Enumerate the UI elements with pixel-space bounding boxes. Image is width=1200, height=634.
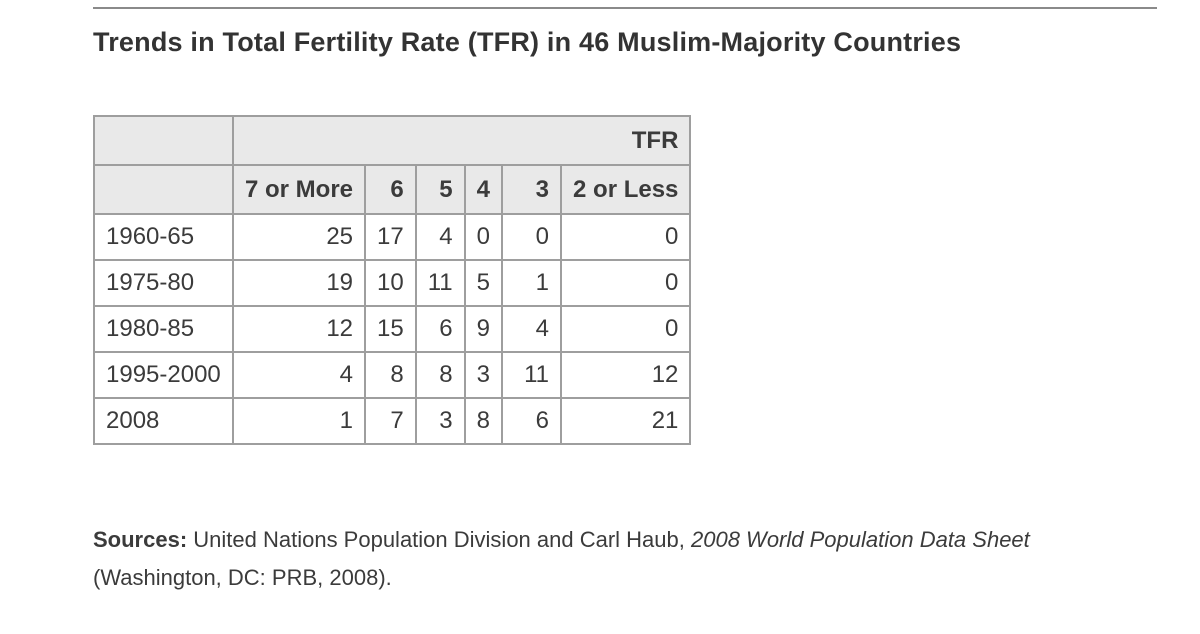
table-cell: 0 <box>501 213 563 261</box>
table-cell: 6 <box>414 305 466 353</box>
column-header: 6 <box>364 164 417 215</box>
table-cell: 4 <box>231 351 367 399</box>
table-cell: 25 <box>231 213 367 261</box>
row-label-cell: 1960-65 <box>93 213 234 261</box>
column-header: 4 <box>463 164 504 215</box>
sources-text-2: (Washington, DC: PRB, 2008). <box>93 565 392 590</box>
table-cell: 7 <box>364 397 417 445</box>
table-cell: 5 <box>463 259 504 307</box>
sources-publication-title: 2008 World Population Data Sheet <box>691 527 1030 552</box>
table-cell: 12 <box>231 305 367 353</box>
table-row: 1995-2000 4 8 8 3 11 12 <box>93 351 692 399</box>
table-cell: 8 <box>414 351 466 399</box>
sources-text-1: United Nations Population Division and C… <box>187 527 691 552</box>
table-cell: 3 <box>463 351 504 399</box>
row-label-cell: 1980-85 <box>93 305 234 353</box>
row-label-cell: 1995-2000 <box>93 351 234 399</box>
top-divider <box>93 7 1157 9</box>
corner-cell <box>93 164 234 215</box>
table-group-header-row: TFR <box>93 115 692 166</box>
table-cell: 12 <box>560 351 692 399</box>
table-cell: 17 <box>364 213 417 261</box>
table-cell: 8 <box>463 397 504 445</box>
column-header: 5 <box>414 164 466 215</box>
table-cell: 1 <box>501 259 563 307</box>
table-cell: 21 <box>560 397 692 445</box>
table-cell: 11 <box>414 259 466 307</box>
page-title: Trends in Total Fertility Rate (TFR) in … <box>93 27 962 57</box>
table-header-row: 7 or More 6 5 4 3 2 or Less <box>93 164 692 215</box>
fertility-table: TFR 7 or More 6 5 4 3 2 or Less 1960-65 … <box>93 115 692 445</box>
row-label-cell: 1975-80 <box>93 259 234 307</box>
table-cell: 6 <box>501 397 563 445</box>
row-label-cell: 2008 <box>93 397 234 445</box>
table-row: 2008 1 7 3 8 6 21 <box>93 397 692 445</box>
table-cell: 4 <box>501 305 563 353</box>
column-header: 2 or Less <box>560 164 692 215</box>
table-cell: 11 <box>501 351 563 399</box>
column-header: 7 or More <box>231 164 367 215</box>
table-cell: 0 <box>560 213 692 261</box>
corner-cell <box>93 115 234 166</box>
tfr-group-header: TFR <box>231 115 692 166</box>
table-row: 1980-85 12 15 6 9 4 0 <box>93 305 692 353</box>
table-cell: 0 <box>560 305 692 353</box>
table-cell: 3 <box>414 397 466 445</box>
sources-note: Sources: United Nations Population Divis… <box>93 521 1111 597</box>
table-row: 1975-80 19 10 11 5 1 0 <box>93 259 692 307</box>
table-cell: 19 <box>231 259 367 307</box>
column-header: 3 <box>501 164 563 215</box>
table-cell: 4 <box>414 213 466 261</box>
table-row: 1960-65 25 17 4 0 0 0 <box>93 213 692 261</box>
table-cell: 15 <box>364 305 417 353</box>
table-cell: 0 <box>560 259 692 307</box>
table-cell: 10 <box>364 259 417 307</box>
table-cell: 8 <box>364 351 417 399</box>
sources-label: Sources: <box>93 527 188 552</box>
table-cell: 1 <box>231 397 367 445</box>
table-cell: 0 <box>463 213 504 261</box>
table-cell: 9 <box>463 305 504 353</box>
